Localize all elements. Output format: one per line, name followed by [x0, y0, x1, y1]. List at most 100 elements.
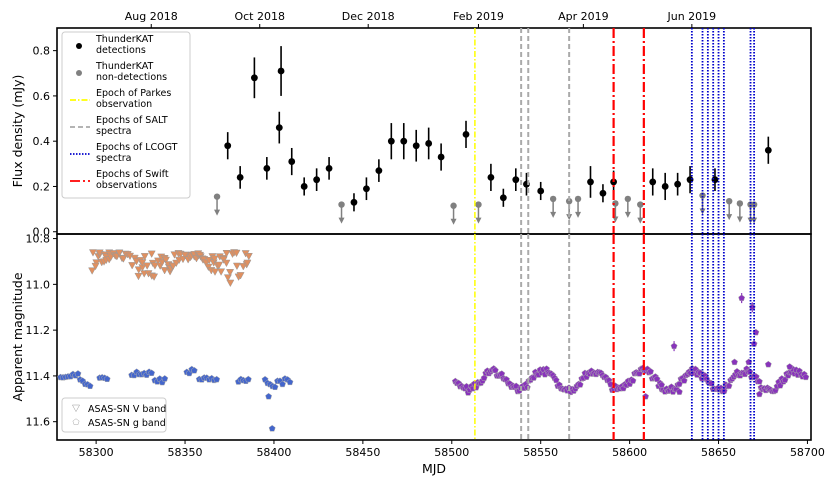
non-detection-point — [725, 197, 733, 205]
bottom-x-tick-label: 58350 — [168, 446, 203, 459]
g-band-point — [286, 378, 294, 386]
non-detection-arrow-head — [338, 217, 345, 224]
g-band-point — [750, 340, 758, 347]
bottom-x-tick-label: 58400 — [256, 446, 291, 459]
non-detection-arrow-head — [637, 217, 644, 224]
v-band-point — [115, 249, 124, 257]
top-legend-box — [61, 31, 191, 199]
v-band-point — [150, 273, 159, 281]
bottom-y-tick-label: 11.0 — [26, 278, 51, 291]
legend-label-parkes: Epoch of Parkes — [96, 88, 171, 99]
legend-label-salt-line2: spectra — [96, 126, 132, 137]
g-band-point — [103, 375, 111, 383]
g-band-point — [576, 381, 584, 388]
g-band-point — [279, 380, 286, 388]
non-detection-arrow-head — [566, 214, 573, 221]
bottom-x-tick-label: 58650 — [701, 446, 736, 459]
v-band-point — [232, 262, 241, 271]
legend-label-det-line2: detections — [96, 45, 146, 56]
g-band-point — [647, 367, 655, 375]
detection-point — [275, 124, 283, 132]
detection-point — [350, 198, 358, 206]
legend-label-salt: Epochs of SALT — [96, 115, 168, 126]
non-detection-arrow-head — [450, 218, 457, 225]
detection-point — [599, 189, 607, 197]
g-band-point — [653, 375, 661, 382]
detection-point — [224, 142, 232, 150]
v-band-point — [223, 274, 232, 282]
detection-point — [313, 176, 321, 184]
top-date-tick-label: Oct 2018 — [234, 10, 285, 23]
v-band-point — [210, 255, 219, 263]
bottom-x-tick-label: 58550 — [523, 446, 558, 459]
detection-point — [236, 174, 244, 181]
detection-point — [661, 183, 669, 190]
v-band-point — [222, 250, 231, 258]
g-band-point — [680, 377, 688, 384]
bottom-epoch-lines — [474, 234, 755, 440]
g-band-point — [748, 303, 756, 311]
non-detection-arrow-head — [575, 211, 582, 218]
legend-label-swift: Epochs of Swift — [96, 169, 169, 180]
top-y-tick-label: 0.4 — [33, 135, 51, 148]
v-band-point — [140, 253, 149, 261]
g-band-point — [480, 374, 488, 381]
non-detection-point — [450, 202, 457, 209]
v-band-point — [128, 262, 137, 270]
v-band-point — [147, 250, 156, 258]
legend-detection-marker — [76, 43, 82, 49]
v-band-point — [150, 262, 159, 270]
non-detection-arrow-head — [624, 211, 631, 218]
non-detection-point — [612, 200, 619, 207]
top-y-label: Flux density (mJy) — [10, 75, 25, 188]
non-detection-point — [624, 195, 632, 203]
detection-point — [300, 183, 308, 190]
detection-point — [674, 180, 682, 188]
non-detection-point — [699, 192, 706, 199]
bottom-y-tick-label: 11.4 — [26, 370, 51, 383]
non-detection-point — [475, 201, 482, 208]
bottom-legend-box — [61, 397, 167, 433]
g-band-point — [491, 366, 499, 374]
bottom-x-tick-label: 58500 — [434, 446, 469, 459]
g-band-point — [512, 382, 520, 390]
g-band-point — [731, 358, 738, 366]
detection-point — [375, 167, 383, 175]
top-date-tick-label: Aug 2018 — [125, 10, 178, 23]
detection-point — [387, 137, 395, 145]
non-detection-point — [549, 195, 557, 203]
v-band-point — [226, 279, 235, 288]
legend-label-lcogt: Epochs of LCOGT — [96, 142, 178, 153]
g-band-point — [675, 388, 683, 395]
v-band-point — [222, 259, 231, 268]
g-band-point — [738, 294, 746, 302]
bottom-x-tick-label: 58600 — [612, 446, 647, 459]
top-y-ticks: 0.0 0.2 0.4 0.6 0.8 — [33, 45, 57, 239]
bottom-x-tick-label: 58700 — [790, 446, 825, 459]
top-series — [213, 46, 772, 225]
v-band-point — [88, 267, 97, 275]
legend-label-lcogt-line2: spectra — [96, 153, 132, 164]
g-band-point — [74, 370, 82, 377]
g-band-point — [86, 382, 94, 390]
non-detection-point — [637, 201, 644, 208]
v-band-point — [226, 269, 235, 277]
non-detection-point — [213, 193, 221, 200]
detection-point — [425, 140, 433, 147]
v-band-point — [88, 249, 98, 257]
g-band-point — [271, 383, 279, 391]
detection-point — [649, 178, 657, 186]
detection-point — [499, 194, 507, 202]
non-detection-arrow-head — [550, 211, 557, 218]
top-date-tick-label: Apr 2019 — [558, 10, 609, 23]
bottom-x-tick-label: 58450 — [345, 446, 380, 459]
g-band-point — [552, 376, 560, 384]
v-band-point — [71, 404, 81, 413]
top-date-ticks: Aug 2018 Oct 2018 Dec 2018 Feb 2019 Apr 2019… — [125, 10, 716, 28]
bottom-panel: 10.8 11.0 11.2 11.4 11.6 58300 58350 58400 5845… — [10, 233, 825, 476]
legend-label-v: ASAS-SN V band — [88, 404, 166, 415]
non-detection-arrow-head — [726, 214, 733, 221]
top-date-tick-label: Feb 2019 — [453, 10, 504, 23]
v-band-point — [210, 268, 220, 276]
bottom-y-tick-label: 10.8 — [26, 233, 51, 246]
